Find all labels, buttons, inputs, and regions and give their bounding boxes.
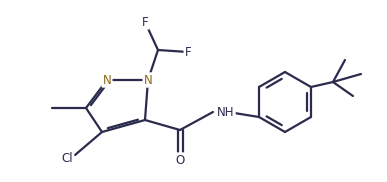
Text: N: N (103, 74, 111, 86)
Text: N: N (144, 74, 152, 86)
Text: O: O (175, 153, 185, 167)
Text: F: F (185, 46, 191, 58)
Text: NH: NH (217, 106, 235, 118)
Text: F: F (142, 15, 148, 29)
Text: Cl: Cl (62, 151, 73, 165)
